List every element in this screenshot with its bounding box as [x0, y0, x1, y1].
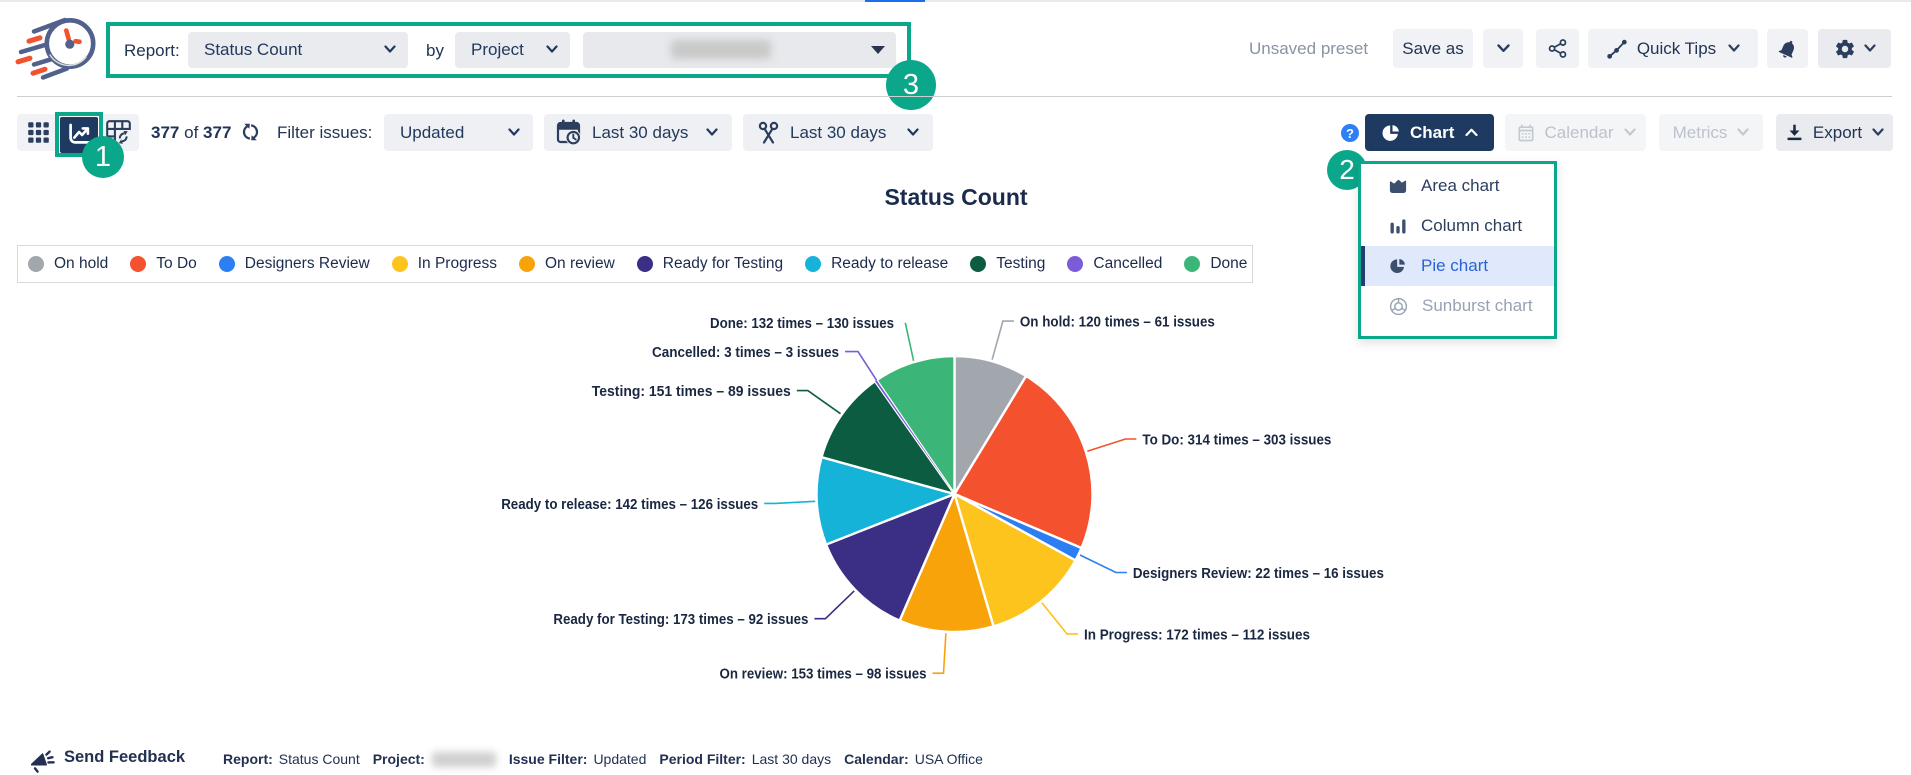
svg-text:Done: 132 times – 130 issues: Done: 132 times – 130 issues: [710, 316, 894, 332]
svg-text:Designers Review: 22 times – 1: Designers Review: 22 times – 16 issues: [1133, 566, 1384, 582]
svg-text:Ready for Testing: 173 times –: Ready for Testing: 173 times – 92 issues: [553, 612, 808, 628]
svg-text:In Progress: 172 times – 112 i: In Progress: 172 times – 112 issues: [1084, 627, 1310, 643]
svg-text:To Do: 314 times – 303 issues: To Do: 314 times – 303 issues: [1142, 433, 1331, 449]
svg-text:Ready to release: 142 times –: Ready to release: 142 times – 126 issues: [501, 497, 758, 513]
svg-text:Testing: 151 times – 89 issues: Testing: 151 times – 89 issues: [592, 384, 791, 400]
svg-text:On review: 153 times – 98 issu: On review: 153 times – 98 issues: [720, 667, 927, 683]
svg-text:On hold: 120 times – 61 issues: On hold: 120 times – 61 issues: [1020, 315, 1215, 331]
svg-text:Cancelled: 3 times – 3 issues: Cancelled: 3 times – 3 issues: [652, 345, 839, 361]
